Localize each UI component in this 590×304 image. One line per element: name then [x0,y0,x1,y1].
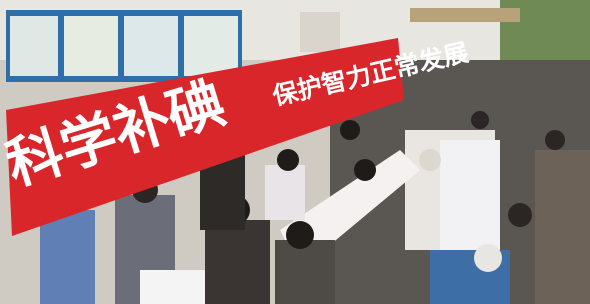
poster [64,16,118,76]
building [300,12,340,52]
poster [10,16,58,76]
poster [124,16,178,76]
photo-scene: 科学补碘 保护智力正常发展 [0,0,590,304]
page: 科学补碘 保护智力正常发展 (() => { const data = JSON… [0,0,590,304]
poster [184,16,238,76]
awning [410,8,520,22]
